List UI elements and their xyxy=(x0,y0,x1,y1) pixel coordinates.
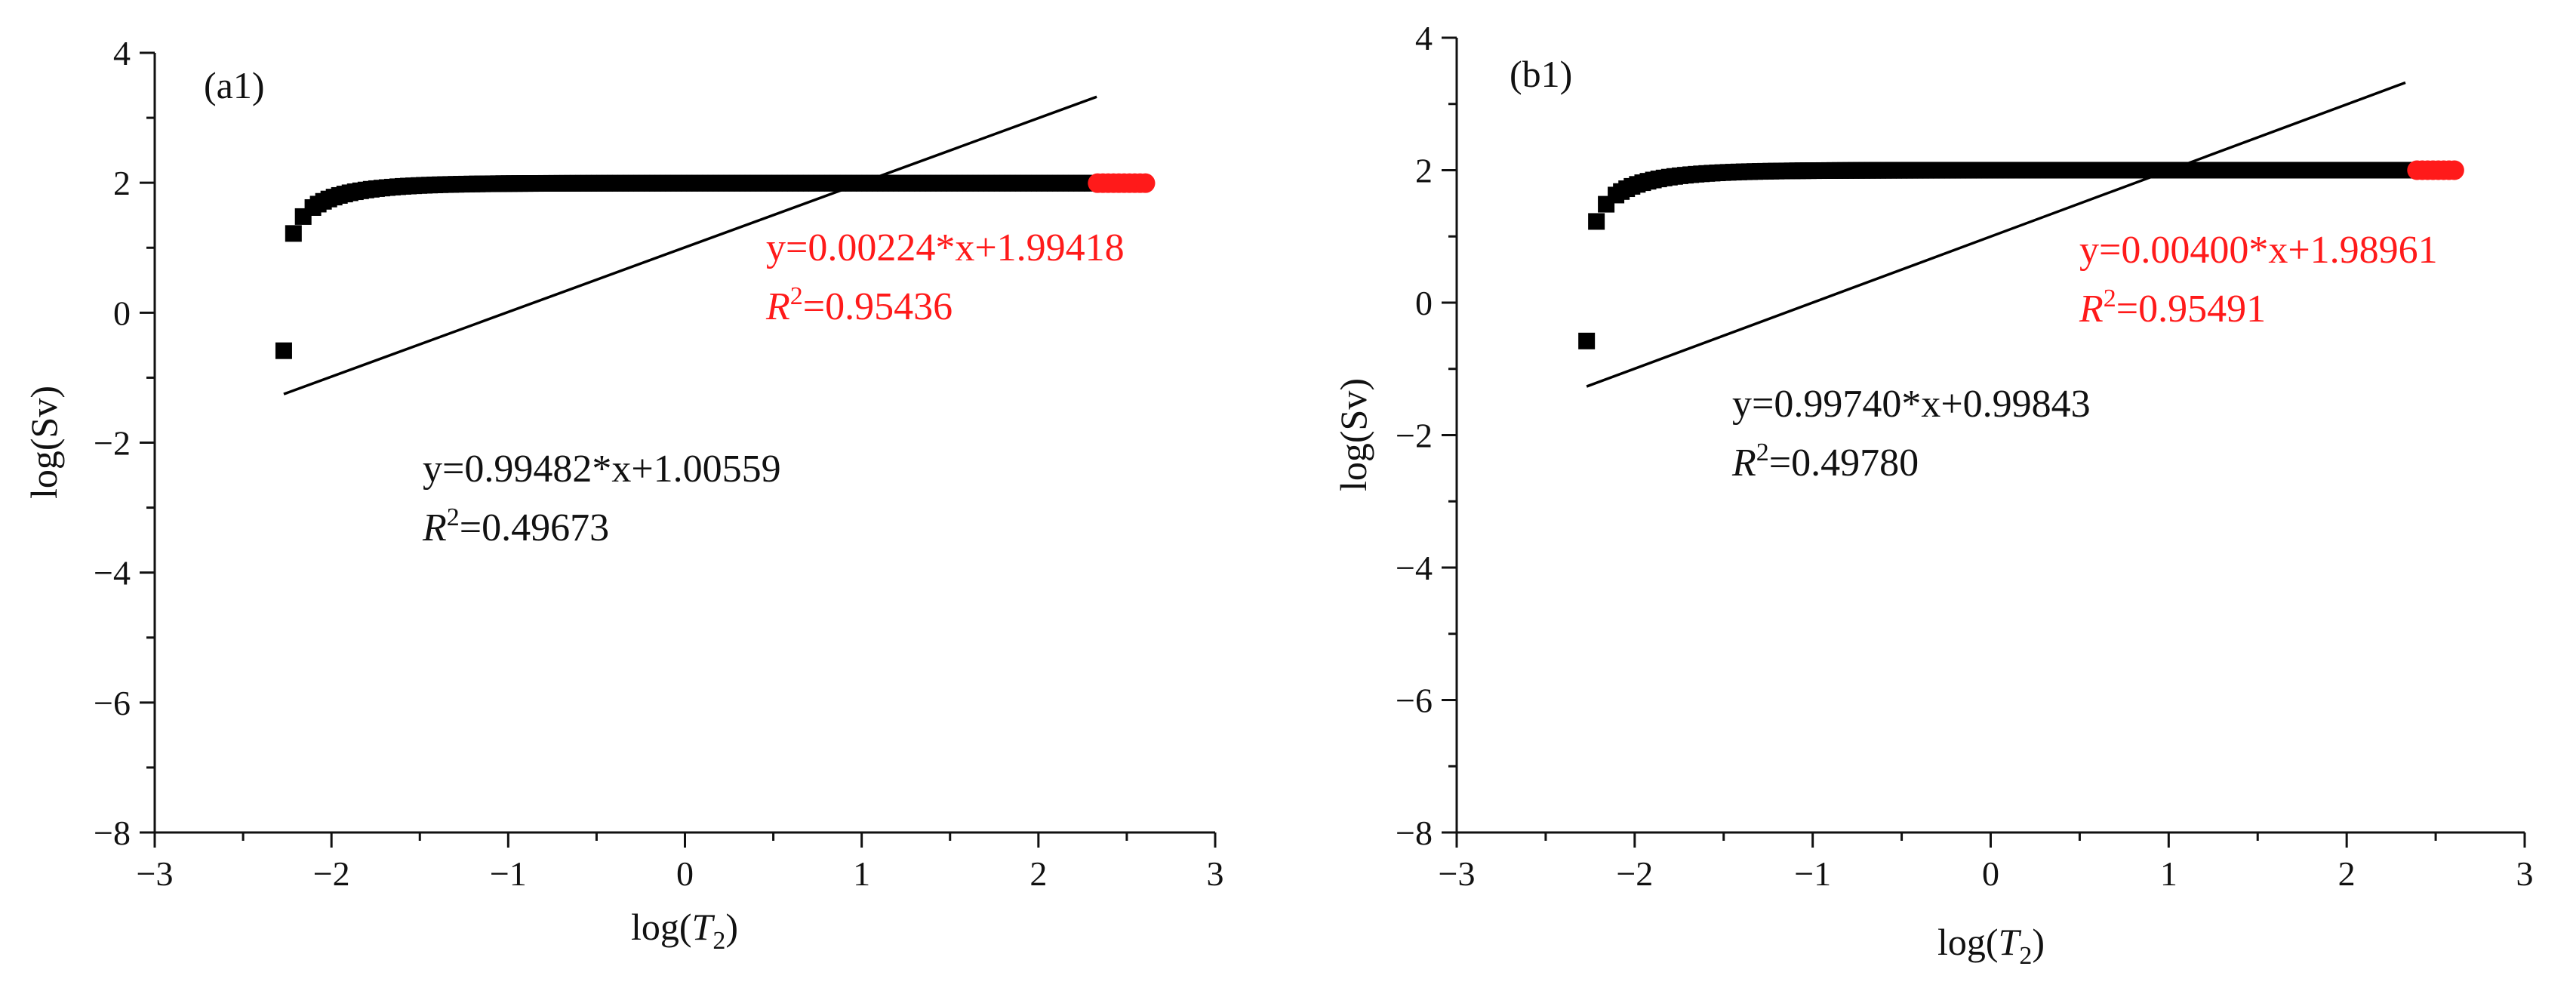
fit-plateau-r2: R2=0.95491 xyxy=(2079,285,2266,331)
y-tick-label: 0 xyxy=(1415,284,1433,322)
fit-plateau-r2: R2=0.95436 xyxy=(765,282,953,328)
x-tick-label: 1 xyxy=(853,854,870,893)
x-tick-label: −2 xyxy=(1616,854,1653,893)
fit-plateau-r2-value: =0.95436 xyxy=(803,285,953,328)
y-tick-label: −6 xyxy=(94,684,131,722)
x-axis-title-main: log( xyxy=(631,906,692,948)
fit-overall-equation: y=0.99740*x+0.99843 xyxy=(1732,383,2091,426)
y-tick-label: −2 xyxy=(94,424,131,463)
data-point xyxy=(1588,213,1605,230)
fit-plateau-r2-value: =0.95491 xyxy=(2116,288,2266,331)
fit-overall-r2-value: =0.49780 xyxy=(1769,442,1919,485)
x-tick-label: −3 xyxy=(1439,854,1476,893)
x-axis-title-main: log( xyxy=(1937,921,1999,963)
fit-line-overall xyxy=(283,95,1097,395)
x-tick-label: −3 xyxy=(137,854,174,893)
x-tick-label: 0 xyxy=(676,854,694,893)
y-tick-label: −8 xyxy=(94,814,131,852)
y-tick-label: −8 xyxy=(1396,814,1433,852)
fit-overall-r2-label: R xyxy=(422,506,447,549)
y-tick-label: −2 xyxy=(1396,417,1433,455)
data-points xyxy=(275,173,1156,359)
y-tick-label: 0 xyxy=(113,294,131,332)
fit-plateau-r2-sup: 2 xyxy=(790,282,803,310)
x-tick-label: 0 xyxy=(1982,854,1999,893)
panel-label: (b1) xyxy=(1510,53,1572,95)
fit-overall-equation: y=0.99482*x+1.00559 xyxy=(423,448,781,491)
x-axis-title-sub: 2 xyxy=(712,927,725,955)
y-tick-label: 2 xyxy=(1415,152,1433,190)
data-point xyxy=(285,225,302,242)
y-tick-label: 4 xyxy=(113,34,131,72)
y-axis-title: log(Sv) xyxy=(1332,378,1374,491)
y-axis-title: log(Sv) xyxy=(23,386,65,499)
data-point xyxy=(275,342,292,359)
data-point xyxy=(1578,332,1596,349)
fit-overall-r2-sup: 2 xyxy=(447,503,460,531)
data-point-plateau xyxy=(1135,173,1156,193)
fit-plateau-r2-label: R xyxy=(765,285,790,328)
y-tick-label: −6 xyxy=(1396,682,1433,720)
y-tick-label: 2 xyxy=(113,164,131,202)
x-axis-title-sub: 2 xyxy=(2019,942,2032,970)
x-tick-label: 3 xyxy=(2516,854,2534,893)
x-axis-title-var: T xyxy=(692,906,716,948)
x-tick-label: −2 xyxy=(313,854,350,893)
x-tick-label: 1 xyxy=(2160,854,2177,893)
y-tick-label: −4 xyxy=(94,554,131,592)
x-axis-title-var: T xyxy=(1999,921,2022,963)
y-tick-label: 4 xyxy=(1415,19,1433,57)
x-tick-label: −1 xyxy=(1794,854,1831,893)
y-tick-label: −4 xyxy=(1396,549,1433,587)
fit-overall-r2: R2=0.49673 xyxy=(422,503,609,549)
fit-overall-r2-sup: 2 xyxy=(1756,439,1769,466)
fit-overall-r2: R2=0.49780 xyxy=(1731,439,1919,485)
chart-panel-2: −3 −2 −1 0 1 2 3−8−6−4−2024log(Sv)log(T2)(b1)y… xyxy=(1332,19,2534,970)
fit-plateau-equation: y=0.00400*x+1.98961 xyxy=(2079,229,2438,272)
x-axis-title: log(T2) xyxy=(631,906,738,955)
x-axis-title-close: ) xyxy=(2032,921,2045,963)
panel-label: (a1) xyxy=(204,64,265,106)
x-tick-label: 3 xyxy=(1207,854,1224,893)
fit-plateau-r2-label: R xyxy=(2079,288,2104,331)
x-tick-label: −1 xyxy=(490,854,527,893)
fit-plateau-equation: y=0.00224*x+1.99418 xyxy=(766,226,1125,269)
x-axis-title-close: ) xyxy=(725,906,738,948)
chart-panel-1: −3 −2 −1 0 1 2 3−8−6−4−2024log(Sv)log(T2)(a1)y… xyxy=(23,34,1224,955)
data-points xyxy=(1578,160,2464,349)
x-axis-title: log(T2) xyxy=(1937,921,2045,970)
x-tick-label: 2 xyxy=(2338,854,2356,893)
fit-line-overall xyxy=(1586,81,2406,388)
fit-overall-r2-value: =0.49673 xyxy=(460,506,609,549)
data-point-plateau xyxy=(2444,160,2464,180)
x-tick-label: 2 xyxy=(1029,854,1047,893)
fit-plateau-r2-sup: 2 xyxy=(2104,285,2116,312)
fit-overall-r2-label: R xyxy=(1731,442,1756,485)
